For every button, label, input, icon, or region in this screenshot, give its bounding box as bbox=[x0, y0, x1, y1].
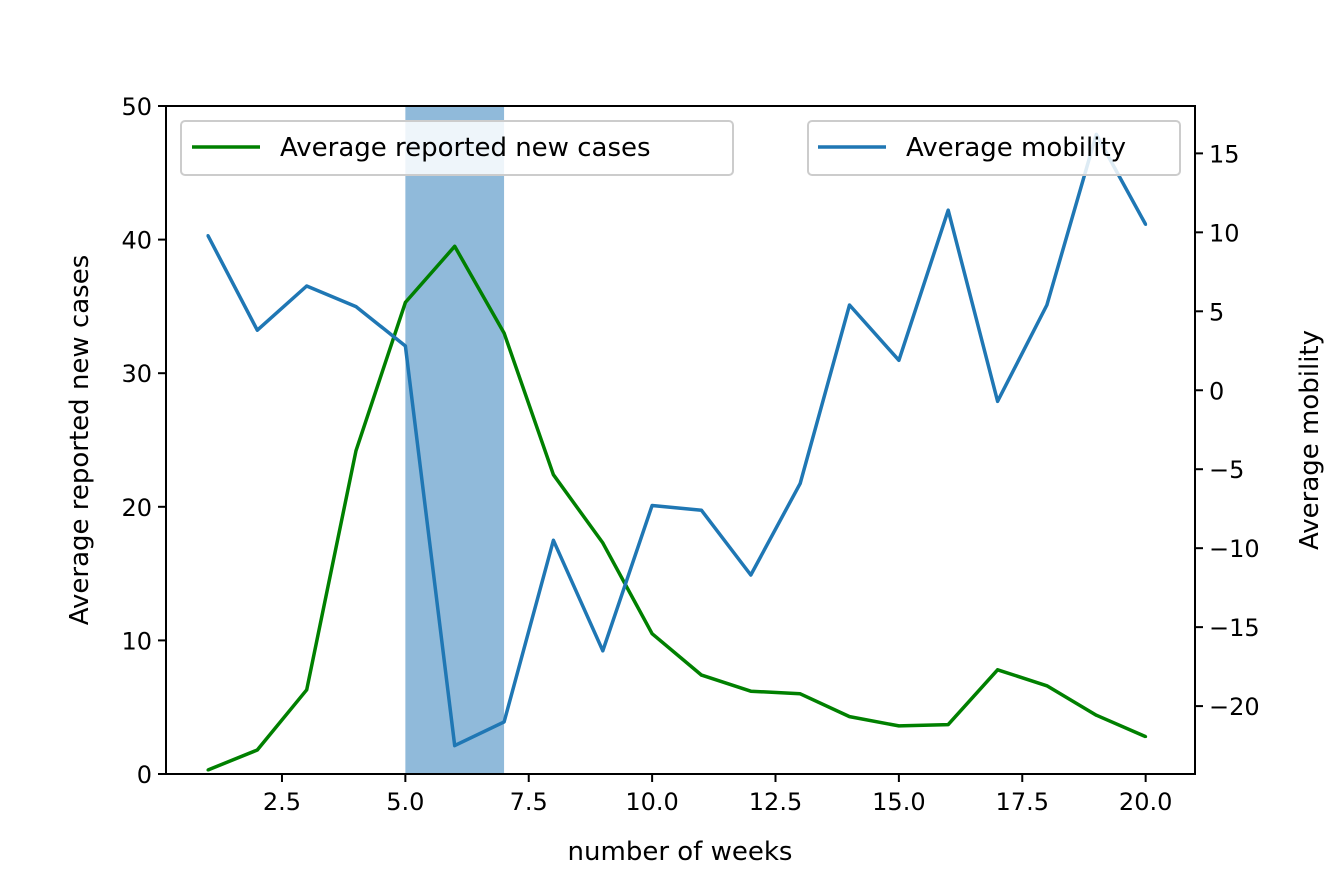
y-left-tick-label: 30 bbox=[121, 360, 152, 388]
data-point-average-reported-new-cases bbox=[255, 748, 259, 752]
y-left-tick-label: 50 bbox=[121, 93, 152, 121]
data-point-average-mobility bbox=[502, 720, 506, 724]
x-tick-label: 17.5 bbox=[996, 788, 1049, 816]
data-point-average-mobility bbox=[699, 508, 703, 512]
x-tick-label: 20.0 bbox=[1119, 788, 1172, 816]
series-line-average-reported-new-cases bbox=[207, 244, 1147, 772]
data-point-average-reported-new-cases bbox=[502, 331, 506, 335]
x-axis-label: number of weeks bbox=[568, 837, 793, 867]
data-point-average-mobility bbox=[453, 744, 457, 748]
series-line-average-mobility bbox=[206, 132, 1148, 748]
data-point-average-mobility bbox=[255, 328, 259, 332]
data-point-average-mobility bbox=[1144, 222, 1148, 226]
data-point-average-reported-new-cases bbox=[1144, 735, 1148, 739]
data-point-average-mobility bbox=[305, 284, 309, 288]
data-point-average-mobility bbox=[650, 504, 654, 508]
data-point-average-reported-new-cases bbox=[848, 715, 852, 719]
y-right-tick-label: 0 bbox=[1209, 377, 1224, 405]
data-point-average-mobility bbox=[848, 303, 852, 307]
y-right-tick-label: 5 bbox=[1209, 298, 1224, 326]
y-right-tick-label: 15 bbox=[1209, 140, 1240, 168]
shaded-region bbox=[405, 106, 505, 774]
data-point-average-mobility bbox=[749, 573, 753, 577]
data-point-average-mobility bbox=[1045, 303, 1049, 307]
data-point-average-mobility bbox=[354, 305, 358, 309]
data-point-average-reported-new-cases bbox=[650, 632, 654, 636]
x-tick-label: 7.5 bbox=[510, 788, 548, 816]
y-axis-left-label: Average reported new cases bbox=[65, 255, 95, 626]
x-tick-label: 2.5 bbox=[263, 788, 301, 816]
x-tick-label: 15.0 bbox=[872, 788, 925, 816]
y-right-tick-label: −5 bbox=[1209, 456, 1244, 484]
data-point-average-reported-new-cases bbox=[601, 541, 605, 545]
y-left-tick-label: 0 bbox=[137, 761, 152, 789]
y-right-tick-label: −15 bbox=[1209, 614, 1260, 642]
y-right-tick-label: −20 bbox=[1209, 693, 1260, 721]
data-point-average-mobility bbox=[946, 208, 950, 212]
data-point-average-reported-new-cases bbox=[305, 688, 309, 692]
data-point-average-reported-new-cases bbox=[699, 673, 703, 677]
y-axis-right-label: Average mobility bbox=[1295, 330, 1325, 550]
y-left-tick-label: 40 bbox=[121, 227, 152, 255]
data-point-average-reported-new-cases bbox=[206, 768, 210, 772]
data-point-average-reported-new-cases bbox=[354, 449, 358, 453]
data-point-average-reported-new-cases bbox=[453, 244, 457, 248]
legend-right: Average mobility bbox=[807, 120, 1181, 176]
data-point-average-reported-new-cases bbox=[996, 668, 1000, 672]
data-point-average-reported-new-cases bbox=[946, 723, 950, 727]
plot-frame bbox=[165, 105, 1196, 775]
legend-left: Average reported new cases bbox=[180, 120, 734, 176]
data-point-average-reported-new-cases bbox=[1045, 684, 1049, 688]
series-lines-group bbox=[206, 132, 1148, 772]
y-left-tick-label: 20 bbox=[121, 494, 152, 522]
data-point-average-reported-new-cases bbox=[1094, 713, 1098, 717]
data-point-average-reported-new-cases bbox=[897, 724, 901, 728]
data-point-average-mobility bbox=[798, 481, 802, 485]
data-point-average-mobility bbox=[206, 233, 210, 237]
legend-left-box bbox=[180, 120, 734, 176]
y-left-tick-label: 10 bbox=[121, 627, 152, 655]
data-point-average-reported-new-cases bbox=[551, 473, 555, 477]
x-tick-label: 10.0 bbox=[625, 788, 678, 816]
data-point-average-mobility bbox=[551, 538, 555, 542]
x-tick-label: 5.0 bbox=[386, 788, 424, 816]
data-point-average-mobility bbox=[897, 358, 901, 362]
data-point-average-mobility bbox=[996, 399, 1000, 403]
legend-left-label: Average reported new cases bbox=[280, 133, 651, 163]
legend-right-box bbox=[807, 120, 1181, 176]
data-point-average-mobility bbox=[403, 344, 407, 348]
ticks-group: 2.5 5.0 7.5 10.0 12.5 15.0 17.5 20.001020304050… bbox=[121, 93, 1259, 816]
data-point-average-mobility bbox=[601, 649, 605, 653]
data-point-average-reported-new-cases bbox=[749, 689, 753, 693]
y-right-tick-label: 10 bbox=[1209, 219, 1240, 247]
x-tick-label: 12.5 bbox=[749, 788, 802, 816]
data-point-average-reported-new-cases bbox=[798, 692, 802, 696]
legend-right-label: Average mobility bbox=[906, 133, 1126, 163]
y-right-tick-label: −10 bbox=[1209, 535, 1260, 563]
shaded-region-group bbox=[405, 106, 505, 774]
data-point-average-reported-new-cases bbox=[403, 300, 407, 304]
